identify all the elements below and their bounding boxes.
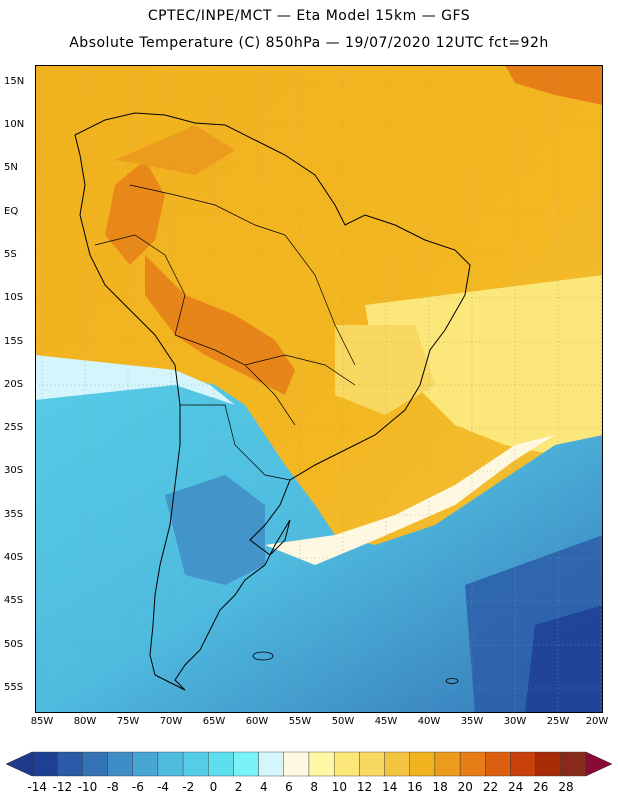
colorbar-box — [459, 751, 486, 777]
colorbar-label: 0 — [209, 780, 218, 794]
lon-label-65w: 65W — [202, 716, 226, 727]
colorbar-label: -2 — [182, 780, 195, 794]
temperature-colorbar — [5, 751, 613, 777]
lat-label-20s: 20S — [4, 379, 24, 390]
colorbar-box — [157, 751, 184, 777]
hot-zone-caribbean — [505, 65, 603, 105]
colorbar-box — [208, 751, 234, 777]
colorbar-box — [535, 751, 562, 777]
lon-label-50w: 50W — [331, 716, 355, 727]
lat-label-30s: 30S — [4, 465, 24, 476]
colorbar-label: 18 — [432, 780, 448, 794]
colorbar-label: 24 — [507, 780, 524, 794]
grid-lines — [35, 65, 603, 713]
lon-label-80w: 80W — [73, 716, 97, 727]
lon-label-55w: 55W — [288, 716, 312, 727]
lon-label-60w: 60W — [245, 716, 269, 727]
lon-label-45w: 45W — [374, 716, 398, 727]
colorbar-label: 16 — [407, 780, 423, 794]
colorbar-label: 12 — [356, 780, 373, 794]
colorbar-label: -14 — [27, 780, 47, 794]
lat-label-35s: 35S — [4, 509, 24, 520]
map-title-line-1: CPTEC/INPE/MCT — Eta Model 15km — GFS — [147, 8, 471, 24]
cold-zone-andes — [165, 475, 265, 585]
colorbar-label: 2 — [234, 780, 243, 794]
colorbar-label: 6 — [285, 780, 293, 794]
colorbar-label: 26 — [533, 780, 549, 794]
lat-label-15n: 15N — [4, 76, 25, 87]
colorbar-box — [359, 751, 385, 777]
colorbar-label: -10 — [77, 780, 98, 794]
lon-label-20w: 20W — [585, 716, 609, 727]
transition-band-light-cyan — [35, 355, 235, 405]
falklands-islands — [252, 651, 274, 661]
hot-zone-bolivia — [145, 255, 295, 395]
lon-label-75w: 75W — [116, 716, 140, 727]
lat-label-5n: 5N — [4, 162, 18, 173]
temperature-map — [35, 65, 603, 713]
colorbar-box — [56, 751, 83, 777]
colorbar-box — [283, 751, 310, 777]
colorbar-box — [182, 751, 209, 777]
colorbar-label: 4 — [259, 780, 268, 794]
colorbar-label: 14 — [382, 780, 398, 794]
lon-label-40w: 40W — [417, 716, 441, 727]
colorbar-box — [409, 751, 436, 777]
lon-label-70w: 70W — [159, 716, 183, 727]
lon-label-85w: 85W — [30, 716, 54, 727]
country-borders — [94, 184, 356, 481]
colorbar-box — [384, 751, 410, 777]
south-america-coastline — [74, 112, 471, 691]
lat-label-15s: 15S — [4, 336, 24, 347]
lat-label-45s: 45S — [4, 595, 24, 606]
colorbar-box — [434, 751, 461, 777]
cold-zone-far-se — [525, 605, 603, 713]
south-georgia-island — [445, 678, 459, 684]
lat-label-40s: 40S — [4, 552, 24, 563]
lat-label-10s: 10S — [4, 292, 24, 303]
colorbar-box — [107, 751, 133, 777]
colorbar-label: 8 — [310, 780, 318, 794]
map-title-line-2: Absolute Temperature (C) 850hPa — 19/07/… — [69, 35, 549, 51]
colorbar-label: -8 — [106, 780, 119, 794]
colorbar-right-arrow — [585, 751, 613, 777]
lat-label-5s: 5S — [4, 249, 17, 260]
colorbar-label: -12 — [52, 780, 73, 794]
lat-label-50s: 50S — [4, 639, 24, 650]
colorbar-box — [485, 751, 511, 777]
lat-label-25s: 25S — [4, 422, 24, 433]
cold-field-south — [35, 355, 603, 713]
colorbar-label: 22 — [482, 780, 499, 794]
colorbar-label: -6 — [131, 780, 144, 794]
colorbar-label: -4 — [157, 780, 170, 794]
colorbar-box — [308, 751, 335, 777]
colorbar-box — [132, 751, 159, 777]
colorbar-box — [333, 751, 360, 777]
map-frame — [35, 65, 603, 713]
transition-band-cream — [265, 435, 555, 565]
colorbar-boxes — [31, 751, 587, 777]
lon-label-30w: 30W — [503, 716, 527, 727]
lon-label-35w: 35W — [460, 716, 484, 727]
lat-label-10n: 10N — [4, 119, 25, 130]
colorbar-box — [31, 751, 58, 777]
mild-zone-east — [365, 275, 603, 465]
lon-label-25w: 25W — [546, 716, 570, 727]
lat-label-55s: 55S — [4, 682, 24, 693]
colorbar-label: 20 — [457, 780, 473, 794]
lat-label-eq: EQ — [4, 206, 19, 217]
colorbar-label: 28 — [558, 780, 574, 794]
colorbar-box — [510, 751, 536, 777]
colorbar-box — [82, 751, 108, 777]
colorbar-box — [560, 751, 587, 777]
colorbar-left-arrow — [5, 751, 33, 777]
mild-zone-brazil-se — [335, 325, 435, 415]
hot-zone-venezuela — [115, 125, 235, 175]
colorbar-box — [258, 751, 285, 777]
colorbar-box — [233, 751, 259, 777]
colorbar-label: 10 — [331, 780, 347, 794]
